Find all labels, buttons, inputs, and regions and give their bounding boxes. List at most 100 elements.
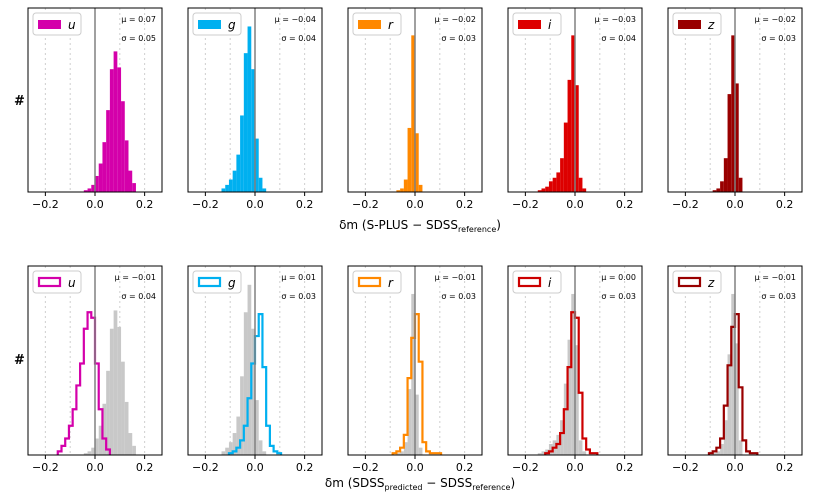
reference-bar — [723, 420, 728, 455]
reference-bar — [575, 345, 579, 455]
reference-bar — [117, 326, 122, 455]
histogram-bar — [716, 188, 721, 192]
x-tick-label: 0.0 — [86, 198, 104, 211]
mu-label: μ = −0.02 — [755, 15, 796, 24]
reference-bar — [403, 442, 408, 455]
reference-bar — [132, 445, 136, 455]
legend-swatch — [357, 276, 382, 288]
legend-label: u — [68, 18, 76, 32]
panel-bottom-i: −0.2 0.0 0.2 i μ = 0.00 σ = 0.03 — [507, 265, 643, 474]
histogram-bar — [91, 184, 95, 192]
x-tick-label: 0.0 — [86, 461, 104, 474]
legend-swatch — [677, 276, 702, 288]
x-tick-label: −0.2 — [512, 198, 539, 211]
x-tick-label: 0.0 — [406, 198, 424, 211]
histogram-bar — [251, 69, 255, 192]
top-x-axis-title: δm (S-PLUS − SDSSreference) — [339, 218, 501, 234]
legend-box — [672, 270, 722, 294]
reference-bar — [400, 451, 404, 455]
legend-swatch — [37, 276, 62, 288]
sigma-label: σ = 0.04 — [601, 34, 636, 43]
panel-top-r: −0.2 0.0 0.2 r μ = −0.02 σ = 0.03 — [347, 7, 483, 211]
legend-swatch — [678, 20, 701, 29]
panel-top-z: −0.2 0.0 0.2 z μ = −0.02 σ = 0.03 — [667, 7, 803, 211]
histogram-bar — [560, 158, 564, 192]
x-tick-label: −0.2 — [672, 461, 699, 474]
panels-group: −0.2 0.0 0.2 u μ = 0.07 σ = 0.05 −0.2 0.0 0.2 g μ … — [27, 7, 803, 474]
mu-label: μ = 0.00 — [601, 273, 636, 282]
x-tick-label: 0.0 — [406, 461, 424, 474]
histogram-bar — [258, 177, 263, 192]
x-tick-label: −0.2 — [352, 198, 379, 211]
reference-bar — [124, 401, 129, 455]
histogram-bar — [95, 175, 99, 192]
reference-bar — [225, 447, 229, 455]
panel-bottom-u: −0.2 0.0 0.2 u μ = −0.01 σ = 0.04 — [27, 265, 163, 474]
histogram-bar — [396, 190, 401, 192]
reference-bar — [121, 361, 125, 455]
histogram-bar — [411, 35, 415, 192]
mu-label: μ = −0.01 — [435, 273, 476, 282]
histogram-bar — [403, 179, 408, 192]
legend-box — [32, 270, 82, 294]
x-tick-label: 0.2 — [296, 198, 314, 211]
x-tick-label: 0.0 — [246, 461, 264, 474]
panel-top-i: −0.2 0.0 0.2 i μ = −0.03 σ = 0.04 — [507, 7, 643, 211]
reference-bar — [87, 451, 92, 455]
reference-bar — [716, 451, 721, 455]
histogram-bar — [567, 79, 572, 192]
x-tick-label: 0.2 — [136, 198, 154, 211]
mu-label: μ = 0.01 — [281, 273, 316, 282]
histogram-bar — [243, 53, 248, 192]
legend-label: r — [388, 276, 394, 290]
legend-label: z — [707, 18, 715, 32]
reference-bar — [240, 376, 244, 455]
mu-label: μ = −0.03 — [595, 15, 636, 24]
sigma-label: σ = 0.05 — [121, 34, 156, 43]
sigma-label: σ = 0.04 — [281, 34, 316, 43]
reference-bar — [541, 451, 546, 455]
reference-bar — [396, 453, 401, 455]
top-row-y-label: # — [14, 94, 25, 109]
histogram-bar — [418, 184, 423, 192]
reference-bar — [735, 343, 739, 455]
reference-bar — [567, 339, 572, 455]
histogram-bar — [221, 188, 226, 192]
reference-bar — [83, 453, 88, 455]
sigma-label: σ = 0.03 — [441, 292, 476, 301]
histogram-bar — [548, 181, 553, 192]
legend-box — [192, 270, 242, 294]
reference-bar — [251, 328, 255, 455]
histogram-bar — [225, 184, 229, 192]
histogram-step-line — [544, 311, 599, 455]
reference-bar — [738, 440, 743, 455]
bottom-x-axis-title: δm (SDSSpredicted − SDSSreference) — [325, 476, 515, 492]
histogram-step-line — [56, 311, 111, 455]
legend-label: u — [68, 276, 76, 290]
histogram-bar — [578, 177, 583, 192]
x-tick-label: 0.0 — [566, 461, 584, 474]
x-tick-label: 0.0 — [566, 198, 584, 211]
x-tick-label: −0.2 — [192, 461, 219, 474]
histogram-bar — [582, 188, 587, 192]
histogram-bar — [113, 51, 118, 192]
x-tick-label: −0.2 — [32, 461, 59, 474]
legend-label: g — [228, 18, 236, 32]
x-tick-label: 0.0 — [726, 198, 744, 211]
reference-bar — [560, 420, 564, 455]
x-tick-label: −0.2 — [32, 198, 59, 211]
sigma-label: σ = 0.03 — [441, 34, 476, 43]
histogram-step-line — [707, 312, 759, 455]
panel-top-g: −0.2 0.0 0.2 g μ = −0.04 σ = 0.04 — [187, 7, 323, 211]
legend-swatch — [38, 20, 61, 29]
histogram-bar — [571, 35, 575, 192]
x-tick-label: 0.2 — [776, 198, 794, 211]
reference-bar — [563, 383, 568, 455]
x-tick-label: −0.2 — [672, 198, 699, 211]
mu-label: μ = −0.01 — [115, 273, 156, 282]
reference-bar — [418, 447, 423, 455]
reference-bar — [228, 442, 233, 455]
reference-bar — [727, 354, 732, 455]
legend-box — [512, 270, 562, 294]
histogram-bar — [541, 188, 546, 192]
